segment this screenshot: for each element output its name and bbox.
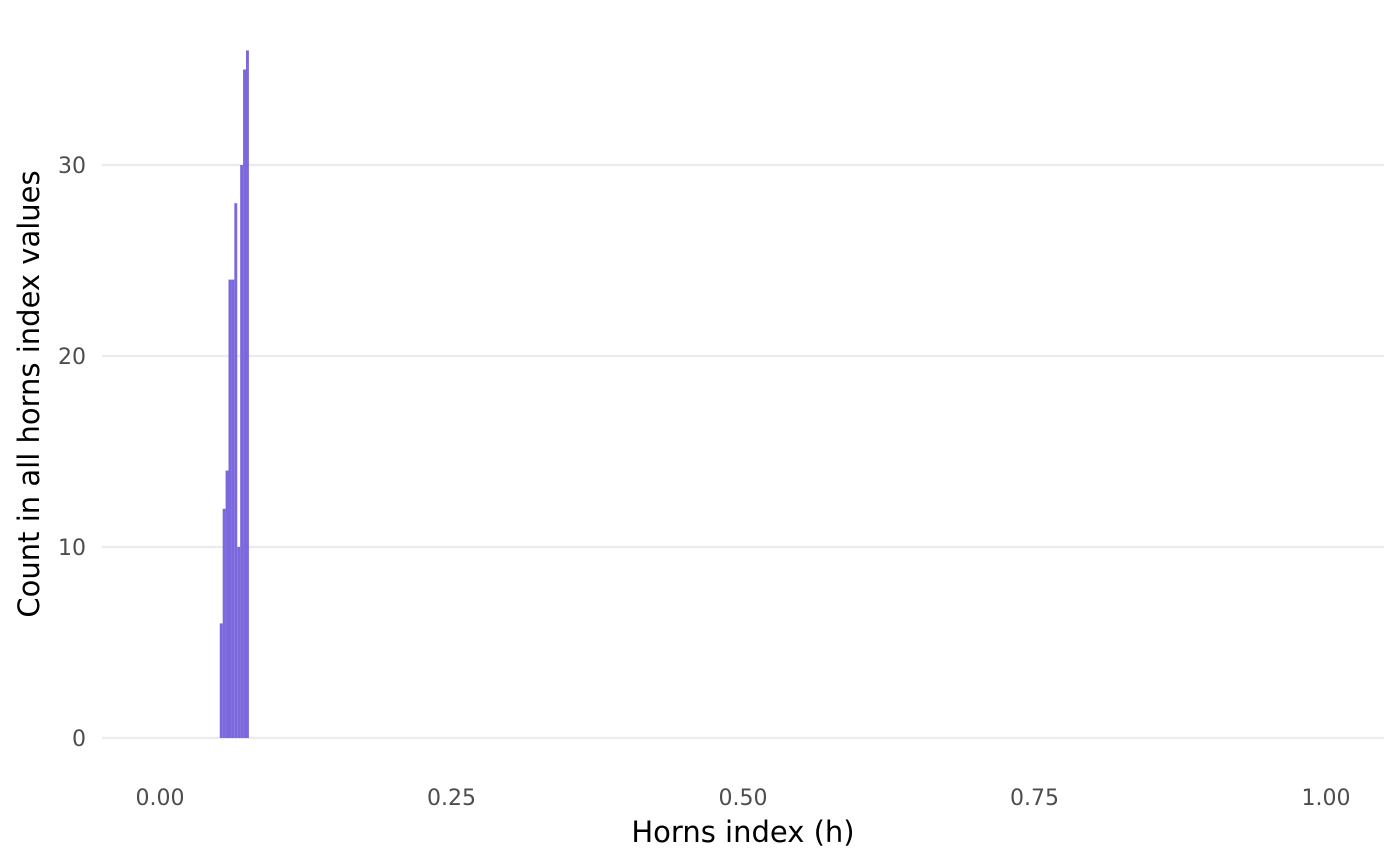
x-axis-tick-labels: 0.00 0.25 0.50 0.75 1.00 <box>136 786 1351 811</box>
histogram-bar <box>240 165 244 738</box>
histogram-bars <box>219 50 249 738</box>
x-tick-label: 0.50 <box>719 786 768 811</box>
histogram-bar <box>225 470 229 738</box>
histogram-bar <box>234 203 238 738</box>
histogram-bar <box>228 279 232 738</box>
x-tick-label: 0.75 <box>1010 786 1059 811</box>
y-tick-label: 20 <box>58 345 86 370</box>
x-tick-label: 1.00 <box>1302 786 1351 811</box>
histogram-bar <box>231 279 235 738</box>
histogram-bar <box>245 50 249 738</box>
y-tick-label: 10 <box>58 536 86 561</box>
x-axis-title: Horns index (h) <box>631 815 854 849</box>
histogram-bar <box>219 623 223 738</box>
histogram-bar <box>237 547 241 738</box>
x-tick-label: 0.00 <box>136 786 185 811</box>
y-tick-label: 0 <box>72 727 86 752</box>
y-axis-title: Count in all horns index values <box>12 170 46 617</box>
histogram-bar <box>222 508 226 738</box>
x-tick-label: 0.25 <box>427 786 476 811</box>
gridlines <box>102 163 1384 740</box>
histogram-bar <box>243 69 246 738</box>
y-tick-label: 30 <box>58 154 86 179</box>
y-axis-tick-labels: 0 10 20 30 <box>58 154 86 752</box>
